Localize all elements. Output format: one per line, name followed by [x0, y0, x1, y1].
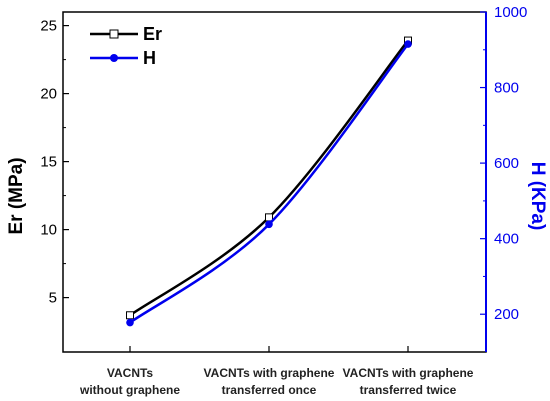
legend-label-h: H: [143, 48, 156, 68]
x-tick-label: VACNTs: [107, 366, 154, 380]
right-tick-label: 400: [494, 231, 519, 248]
left-tick-label: 15: [40, 154, 57, 171]
x-tick-label: transferred twice: [360, 383, 457, 397]
right-tick-label: 1000: [494, 4, 527, 21]
data-point-er: [126, 311, 134, 320]
right-axis-line: [485, 12, 487, 352]
left-tick-label: 20: [40, 86, 57, 103]
right-tick-label: 800: [494, 80, 519, 97]
right-axis-title: H (KPa): [527, 162, 548, 231]
series-line-h: [129, 43, 409, 324]
legend-label-er: Er: [143, 24, 162, 44]
left-tick-label: 10: [40, 222, 57, 239]
left-axis-title: Er (MPa): [6, 157, 27, 234]
right-tick-label: 600: [494, 155, 519, 172]
right-tick-label: 200: [494, 306, 519, 323]
data-point-h: [404, 40, 412, 48]
series-line-er: [129, 39, 409, 317]
data-point-h: [126, 318, 134, 327]
series-layer: [126, 36, 412, 327]
legend-marker-er: [109, 29, 119, 39]
data-point-er: [265, 213, 273, 222]
x-tick-label: transferred once: [222, 383, 317, 397]
left-tick-label: 5: [49, 290, 57, 307]
legend: Er H: [90, 24, 162, 68]
x-tick-label: VACNTs with graphene: [204, 366, 335, 380]
x-axis-ticks: VACNTs without graphene VACNTs with graphe…: [79, 346, 474, 397]
legend-marker-h: [110, 54, 118, 62]
left-axis-ticks: 5 10 15 20 25: [40, 18, 69, 307]
plot-frame: [62, 11, 487, 353]
x-tick-label: VACNTs with graphene: [343, 366, 474, 380]
right-axis-ticks: 200 400 600 800 1000: [480, 4, 527, 323]
left-tick-label: 25: [40, 18, 57, 35]
data-point-h: [265, 220, 273, 229]
x-tick-label: without graphene: [79, 383, 180, 397]
